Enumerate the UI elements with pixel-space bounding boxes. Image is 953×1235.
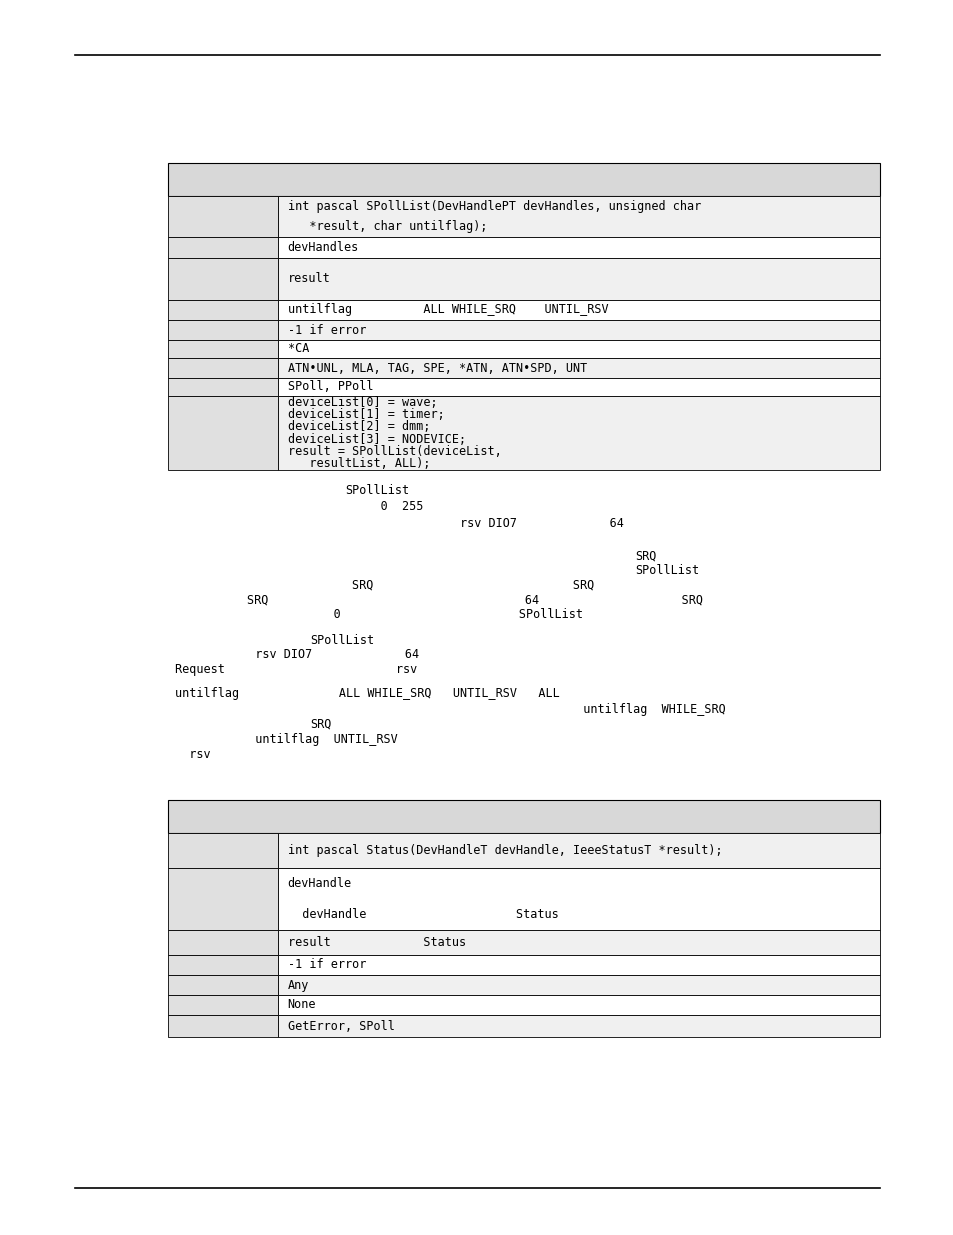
Text: result = SPollList(deviceList,: result = SPollList(deviceList, (287, 445, 500, 458)
Bar (168, 995, 277, 1015)
Bar (277, 258, 879, 300)
Bar (277, 930, 879, 955)
Text: SRQ                                    64                    SRQ: SRQ 64 SRQ (247, 594, 702, 606)
Text: deviceList[3] = NODEVICE;: deviceList[3] = NODEVICE; (287, 432, 465, 446)
Bar (168, 237, 277, 258)
Bar (277, 955, 879, 974)
Bar (168, 258, 277, 300)
Text: SPoll, PPoll: SPoll, PPoll (287, 380, 373, 394)
Text: Any: Any (287, 978, 309, 992)
Text: Request                        rsv: Request rsv (174, 663, 416, 677)
Bar (168, 320, 277, 340)
Bar (277, 378, 879, 396)
Text: 0                         SPollList: 0 SPollList (297, 609, 582, 621)
Bar (277, 832, 879, 868)
Text: rsv DIO7             64: rsv DIO7 64 (459, 517, 623, 531)
Text: SPollList: SPollList (310, 634, 374, 646)
Bar (277, 196, 879, 237)
Text: ATN•UNL, MLA, TAG, SPE, *ATN, ATN•SPD, UNT: ATN•UNL, MLA, TAG, SPE, *ATN, ATN•SPD, U… (287, 362, 586, 374)
Bar (168, 955, 277, 974)
Bar (277, 974, 879, 995)
Text: rsv: rsv (174, 747, 211, 761)
Bar (277, 995, 879, 1015)
Bar (277, 340, 879, 358)
Text: GetError, SPoll: GetError, SPoll (287, 1020, 394, 1032)
Text: int pascal SPollList(DevHandlePT devHandles, unsigned char: int pascal SPollList(DevHandlePT devHand… (287, 200, 700, 212)
Bar (277, 868, 879, 930)
Text: result             Status: result Status (287, 936, 465, 948)
Bar (277, 396, 879, 471)
Bar (168, 163, 879, 196)
Text: deviceList[2] = dmm;: deviceList[2] = dmm; (287, 420, 430, 433)
Text: 0  255: 0 255 (345, 500, 423, 514)
Bar (277, 358, 879, 378)
Text: result: result (287, 273, 330, 285)
Bar (168, 930, 277, 955)
Bar (168, 800, 879, 832)
Text: SPollList: SPollList (635, 564, 699, 578)
Text: untilflag              ALL WHILE_SRQ   UNTIL_RSV   ALL: untilflag ALL WHILE_SRQ UNTIL_RSV ALL (174, 688, 559, 700)
Text: SRQ                            SRQ: SRQ SRQ (352, 578, 594, 592)
Text: *CA: *CA (287, 342, 309, 356)
Text: resultList, ALL);: resultList, ALL); (287, 457, 430, 471)
Text: None: None (287, 999, 315, 1011)
Bar (168, 868, 277, 930)
Text: devHandle: devHandle (287, 877, 352, 890)
Text: untilflag          ALL WHILE_SRQ    UNTIL_RSV: untilflag ALL WHILE_SRQ UNTIL_RSV (287, 304, 607, 316)
Text: -1 if error: -1 if error (287, 324, 366, 336)
Text: SRQ: SRQ (310, 718, 331, 730)
Bar (168, 340, 277, 358)
Bar (277, 320, 879, 340)
Text: SRQ: SRQ (635, 550, 656, 562)
Bar (168, 396, 277, 471)
Bar (277, 300, 879, 320)
Bar (168, 974, 277, 995)
Bar (168, 832, 277, 868)
Bar (168, 1015, 277, 1037)
Text: int pascal Status(DevHandleT devHandle, IeeeStatusT *result);: int pascal Status(DevHandleT devHandle, … (287, 844, 721, 857)
Text: -1 if error: -1 if error (287, 958, 366, 972)
Bar (277, 1015, 879, 1037)
Bar (168, 300, 277, 320)
Text: deviceList[0] = wave;: deviceList[0] = wave; (287, 395, 436, 409)
Text: devHandle                     Status: devHandle Status (287, 908, 558, 921)
Bar (277, 237, 879, 258)
Bar (168, 196, 277, 237)
Text: deviceList[1] = timer;: deviceList[1] = timer; (287, 408, 444, 421)
Text: untilflag  WHILE_SRQ: untilflag WHILE_SRQ (455, 703, 725, 715)
Text: *result, char untilflag);: *result, char untilflag); (287, 220, 487, 233)
Bar (168, 378, 277, 396)
Text: SPollList: SPollList (345, 483, 409, 496)
Text: rsv DIO7             64: rsv DIO7 64 (241, 648, 418, 662)
Text: devHandles: devHandles (287, 241, 358, 254)
Bar (168, 358, 277, 378)
Text: untilflag  UNTIL_RSV: untilflag UNTIL_RSV (241, 732, 397, 746)
